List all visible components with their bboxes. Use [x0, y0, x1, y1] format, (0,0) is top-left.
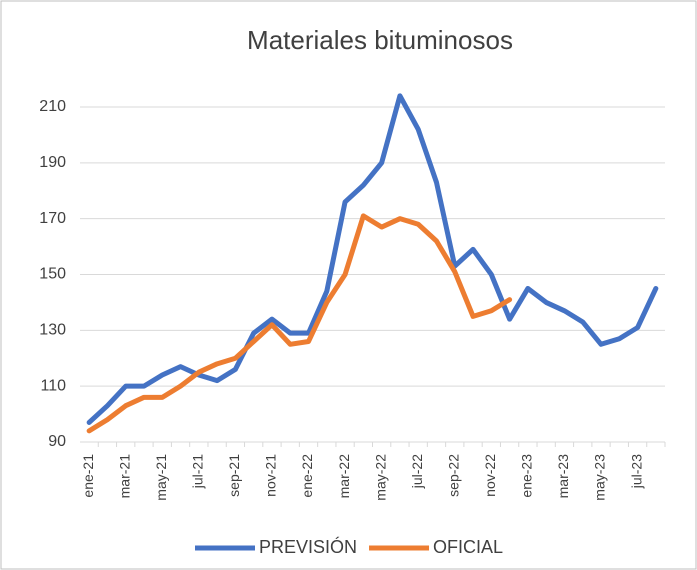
y-tick-label: 190 — [39, 154, 66, 171]
x-tick-label: ene-21 — [80, 454, 96, 498]
y-tick-label: 150 — [39, 266, 66, 283]
x-tick-label: jul-23 — [628, 454, 644, 489]
y-tick-label: 170 — [39, 210, 66, 227]
x-tick-label: nov-22 — [482, 454, 498, 497]
y-tick-label: 210 — [39, 98, 66, 115]
x-tick-label: ene-22 — [299, 454, 315, 498]
x-tick-label: may-23 — [592, 454, 608, 501]
x-tick-label: jul-22 — [409, 454, 425, 489]
y-tick-label: 90 — [48, 433, 66, 450]
y-tick-label: 130 — [39, 322, 66, 339]
x-tick-label: sep-22 — [445, 454, 461, 497]
x-tick-label: may-22 — [372, 454, 388, 501]
x-tick-label: jul-21 — [190, 454, 206, 489]
x-tick-label: sep-21 — [226, 454, 242, 497]
x-tick-label: mar-22 — [336, 454, 352, 499]
series-line — [86, 213, 513, 434]
x-tick-label: mar-23 — [555, 454, 571, 499]
y-tick-label: 110 — [40, 377, 66, 394]
series-line — [86, 93, 659, 425]
x-tick-label: mar-21 — [116, 454, 132, 499]
legend-label: PREVISIÓN — [259, 536, 357, 557]
x-tick-label: ene-23 — [519, 454, 535, 498]
x-tick-label: nov-21 — [263, 454, 279, 497]
chart-title: Materiales bituminosos — [247, 25, 513, 55]
legend-label: OFICIAL — [433, 537, 503, 557]
x-tick-label: may-21 — [153, 454, 169, 501]
